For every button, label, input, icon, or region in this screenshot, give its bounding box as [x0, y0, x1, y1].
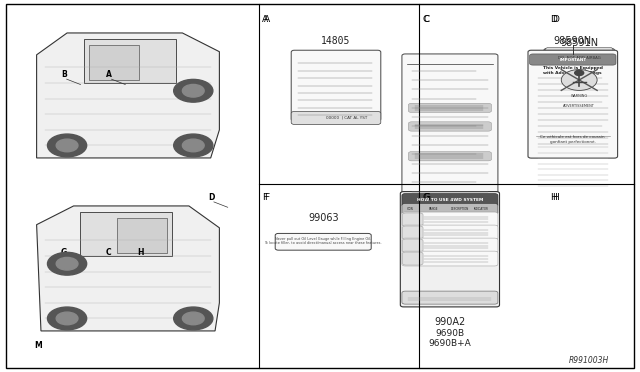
Polygon shape: [80, 212, 172, 256]
FancyBboxPatch shape: [545, 47, 613, 68]
Text: H: H: [552, 193, 559, 202]
Text: 14805: 14805: [321, 36, 351, 46]
Text: G: G: [61, 248, 67, 257]
Text: A: A: [106, 70, 112, 79]
Circle shape: [561, 70, 597, 90]
Text: G: G: [424, 193, 431, 202]
Circle shape: [182, 84, 204, 97]
Text: F: F: [262, 193, 268, 202]
Text: C: C: [422, 15, 429, 24]
Circle shape: [173, 134, 213, 157]
Circle shape: [56, 257, 78, 270]
FancyBboxPatch shape: [401, 192, 499, 307]
FancyBboxPatch shape: [552, 52, 594, 60]
FancyBboxPatch shape: [402, 291, 498, 304]
Text: F: F: [264, 193, 269, 202]
FancyBboxPatch shape: [291, 111, 381, 124]
Text: 99063: 99063: [308, 213, 339, 222]
FancyBboxPatch shape: [408, 103, 492, 112]
Text: M: M: [35, 341, 42, 350]
Polygon shape: [89, 45, 139, 80]
FancyBboxPatch shape: [528, 50, 618, 158]
Text: 98591N: 98591N: [560, 38, 598, 48]
Circle shape: [47, 134, 86, 157]
Text: A: A: [264, 15, 270, 24]
Text: R991003H: R991003H: [569, 356, 609, 365]
Text: H: H: [138, 248, 144, 257]
FancyBboxPatch shape: [530, 54, 616, 65]
Text: HOW TO USE 4WD SYSTEM: HOW TO USE 4WD SYSTEM: [417, 198, 483, 202]
Text: Ce véhicule est hors de coussin
gonfiant perfectionné.: Ce véhicule est hors de coussin gonfiant…: [541, 135, 605, 144]
Text: 98590N: 98590N: [554, 36, 592, 46]
FancyBboxPatch shape: [291, 50, 381, 121]
FancyBboxPatch shape: [544, 48, 614, 153]
Text: This Vehicle is Equipped
with Advanced Air Bags: This Vehicle is Equipped with Advanced A…: [543, 66, 603, 75]
FancyBboxPatch shape: [402, 212, 498, 227]
Text: INDICATOR: INDICATOR: [474, 207, 488, 211]
Text: DO  NOT ADD AIRBAG: DO NOT ADD AIRBAG: [558, 56, 600, 60]
Circle shape: [575, 70, 584, 76]
Text: 990A2: 990A2: [435, 317, 465, 327]
FancyBboxPatch shape: [408, 152, 492, 161]
FancyBboxPatch shape: [402, 54, 498, 229]
Text: DESCRIPTION: DESCRIPTION: [451, 207, 470, 211]
Text: 9690B
9690B+A: 9690B 9690B+A: [429, 329, 471, 348]
FancyBboxPatch shape: [403, 252, 423, 265]
Circle shape: [173, 307, 213, 330]
Circle shape: [47, 252, 86, 275]
Text: C: C: [106, 248, 111, 257]
Text: 00000  | CAT AL YST: 00000 | CAT AL YST: [326, 116, 368, 120]
Circle shape: [182, 139, 204, 152]
Text: RANGE: RANGE: [429, 207, 438, 211]
FancyBboxPatch shape: [408, 122, 492, 131]
Circle shape: [56, 139, 78, 152]
Text: Never pull out Oil Level Gauge while Filling Engine Oil.
To locate filler, to av: Never pull out Oil Level Gauge while Fil…: [264, 237, 382, 246]
Polygon shape: [36, 33, 220, 158]
Circle shape: [47, 307, 86, 330]
Text: H: H: [550, 193, 557, 202]
Text: IMPORTANT: IMPORTANT: [559, 58, 586, 61]
Text: ADVERTISSEMENT: ADVERTISSEMENT: [563, 104, 595, 108]
FancyBboxPatch shape: [402, 251, 498, 266]
Text: D: D: [550, 15, 557, 24]
Text: D: D: [552, 15, 559, 24]
Text: ICON: ICON: [406, 207, 413, 211]
FancyBboxPatch shape: [403, 213, 423, 226]
Text: B: B: [61, 70, 67, 79]
Polygon shape: [84, 39, 176, 83]
Text: A: A: [262, 15, 269, 24]
Circle shape: [173, 79, 213, 102]
Polygon shape: [36, 206, 220, 331]
FancyBboxPatch shape: [402, 193, 498, 207]
FancyBboxPatch shape: [402, 238, 498, 253]
FancyBboxPatch shape: [547, 101, 611, 111]
FancyBboxPatch shape: [547, 91, 611, 101]
Polygon shape: [117, 218, 167, 253]
Circle shape: [182, 312, 204, 325]
Text: WARNING: WARNING: [571, 94, 588, 98]
FancyBboxPatch shape: [403, 239, 423, 252]
Circle shape: [56, 312, 78, 325]
Text: C: C: [424, 15, 430, 24]
FancyBboxPatch shape: [402, 225, 498, 240]
FancyBboxPatch shape: [402, 203, 498, 215]
Text: D: D: [208, 193, 214, 202]
FancyBboxPatch shape: [403, 226, 423, 239]
Text: G: G: [422, 193, 429, 202]
FancyBboxPatch shape: [275, 234, 371, 250]
